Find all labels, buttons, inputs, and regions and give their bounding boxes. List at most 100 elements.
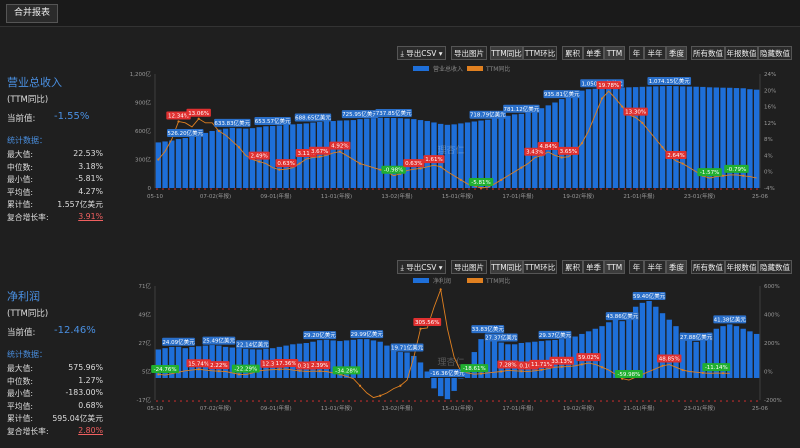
bar[interactable]: [303, 343, 309, 378]
line-point[interactable]: [681, 162, 684, 165]
line-point[interactable]: [580, 363, 583, 366]
single-quarter-button[interactable]: 单季: [583, 46, 604, 60]
bar[interactable]: [498, 117, 504, 188]
bar[interactable]: [720, 326, 726, 378]
bar[interactable]: [666, 319, 672, 378]
bar[interactable]: [229, 347, 235, 378]
net-profit-chart[interactable]: 净利润 TTM同比 -17亿 5亿 27亿 49亿 71亿 -200% 0% 200% 400% 60…: [125, 276, 790, 416]
bar[interactable]: [323, 339, 330, 378]
bar[interactable]: [559, 99, 565, 188]
bar[interactable]: [357, 339, 363, 378]
line-point[interactable]: [338, 150, 341, 153]
bar[interactable]: [249, 349, 256, 378]
bar[interactable]: [626, 87, 632, 188]
bar[interactable]: [458, 377, 464, 379]
line-point[interactable]: [358, 384, 362, 387]
bar[interactable]: [653, 86, 659, 188]
bar[interactable]: [243, 348, 249, 378]
bar[interactable]: [599, 326, 605, 378]
bar[interactable]: [639, 302, 646, 378]
bar[interactable]: [619, 321, 625, 378]
line-point[interactable]: [419, 327, 422, 330]
bar[interactable]: [626, 318, 632, 378]
bar[interactable]: [330, 340, 336, 378]
bar[interactable]: [666, 85, 672, 188]
bar[interactable]: [753, 89, 760, 188]
bar[interactable]: [444, 124, 451, 188]
all-values-button[interactable]: 所有数值: [691, 260, 725, 274]
bar[interactable]: [169, 140, 175, 189]
bar[interactable]: [296, 343, 303, 378]
cumulative-button[interactable]: 累积: [562, 46, 583, 60]
bar[interactable]: [397, 118, 404, 188]
bar[interactable]: [216, 129, 222, 188]
line-point[interactable]: [439, 165, 442, 168]
bar[interactable]: [236, 348, 242, 378]
bar[interactable]: [498, 342, 504, 378]
line-point[interactable]: [419, 167, 422, 170]
bar[interactable]: [606, 88, 612, 188]
line-point[interactable]: [520, 370, 523, 373]
bar[interactable]: [411, 355, 417, 378]
bar[interactable]: [417, 362, 424, 378]
bar[interactable]: [377, 117, 383, 188]
line-point[interactable]: [721, 372, 725, 375]
line-point[interactable]: [661, 146, 664, 149]
line-point[interactable]: [258, 160, 261, 163]
line-point[interactable]: [197, 117, 200, 120]
bar[interactable]: [693, 86, 699, 188]
bar[interactable]: [747, 331, 753, 378]
bar[interactable]: [155, 142, 162, 188]
bar[interactable]: [182, 348, 188, 378]
bar[interactable]: [397, 352, 404, 378]
bar[interactable]: [256, 349, 262, 378]
bar[interactable]: [518, 113, 525, 188]
bar[interactable]: [619, 87, 625, 188]
bar[interactable]: [733, 326, 740, 378]
bar[interactable]: [155, 349, 162, 378]
line-point[interactable]: [742, 174, 745, 177]
bar[interactable]: [464, 122, 471, 188]
bar[interactable]: [693, 341, 699, 378]
bar[interactable]: [485, 119, 491, 188]
bar[interactable]: [370, 118, 377, 188]
bar[interactable]: [451, 124, 457, 188]
hide-values-button[interactable]: 隐藏数值: [758, 260, 792, 274]
line-point[interactable]: [701, 371, 704, 375]
bar[interactable]: [404, 352, 410, 378]
cumulative-button[interactable]: 累积: [562, 260, 583, 274]
bar[interactable]: [310, 341, 316, 378]
bar[interactable]: [727, 87, 733, 188]
bar[interactable]: [350, 120, 356, 188]
bar[interactable]: [364, 118, 370, 188]
bar[interactable]: [222, 128, 229, 188]
bar[interactable]: [485, 334, 491, 378]
line-point[interactable]: [500, 178, 503, 181]
bar[interactable]: [659, 86, 666, 188]
bar[interactable]: [162, 348, 168, 378]
line-point[interactable]: [560, 156, 563, 159]
line-point[interactable]: [278, 368, 281, 371]
annual-values-button[interactable]: 年报数值: [725, 46, 758, 60]
bar[interactable]: [538, 341, 545, 378]
line-point[interactable]: [600, 366, 604, 369]
bar[interactable]: [357, 119, 363, 188]
bar[interactable]: [343, 120, 350, 188]
bar[interactable]: [680, 332, 686, 378]
bar[interactable]: [612, 319, 619, 378]
bar[interactable]: [478, 120, 484, 188]
bar[interactable]: [511, 114, 518, 188]
bar[interactable]: [639, 86, 646, 188]
bar[interactable]: [579, 90, 585, 188]
bar[interactable]: [444, 377, 451, 400]
bar[interactable]: [169, 346, 175, 378]
line-point[interactable]: [237, 146, 241, 149]
line-point[interactable]: [318, 155, 321, 158]
line-point[interactable]: [217, 370, 220, 373]
line-point[interactable]: [237, 373, 241, 376]
line-point[interactable]: [318, 370, 321, 373]
line-point[interactable]: [197, 368, 200, 371]
bar[interactable]: [545, 340, 551, 378]
bar[interactable]: [646, 86, 652, 188]
bar[interactable]: [632, 87, 639, 188]
